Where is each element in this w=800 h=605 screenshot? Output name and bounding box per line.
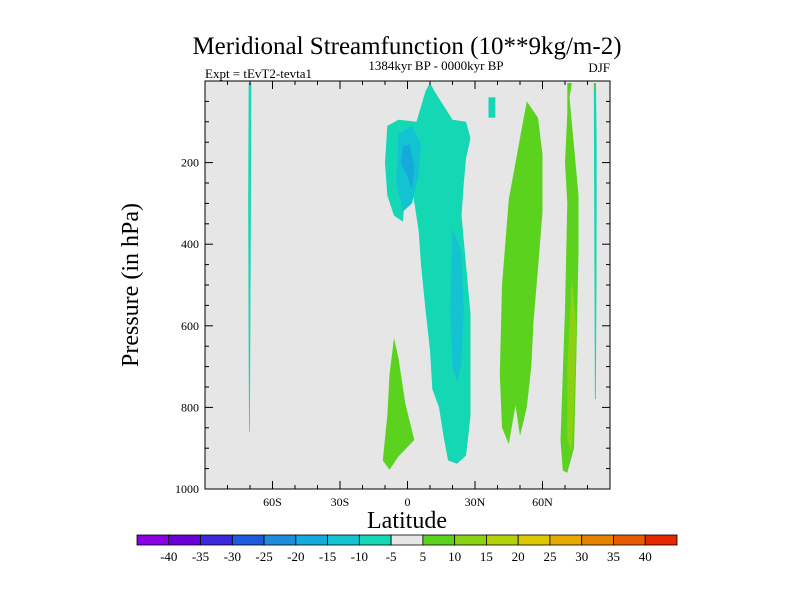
- x-tick-label: 60N: [532, 495, 553, 509]
- colorbar-box: [168, 534, 201, 546]
- colorbar-label: 15: [480, 549, 493, 564]
- y-tick-label: 1000: [175, 482, 199, 496]
- colorbar-box: [200, 534, 233, 546]
- y-tick-label: 400: [181, 237, 199, 251]
- colorbar-box: [517, 534, 551, 546]
- colorbar: [136, 534, 678, 546]
- contour-region-7: [499, 101, 543, 445]
- y-tick-label: 200: [181, 156, 199, 170]
- colorbar-label: -35: [192, 549, 209, 564]
- colorbar-label: -30: [224, 549, 241, 564]
- colorbar-box: [136, 534, 170, 546]
- colorbar-box: [295, 534, 328, 546]
- colorbar-label: 20: [512, 549, 525, 564]
- colorbar-label: -10: [351, 549, 368, 564]
- colorbar-labels: -40 -35 -30 -25 -20 -15 -10 -5 5 10 15 20 25 30 35 40: [160, 549, 652, 564]
- colorbar-box: [486, 534, 519, 546]
- chart-title: Meridional Streamfunction (10**9kg/m-2): [192, 33, 621, 60]
- colorbar-box: [613, 534, 646, 546]
- colorbar-label: 40: [639, 549, 652, 564]
- y-tick-label: 600: [181, 319, 199, 333]
- colorbar-box: [454, 534, 487, 546]
- y-tick-label: 800: [181, 400, 199, 414]
- x-axis-label: Latitude: [367, 508, 447, 534]
- y-tick-labels: 200 400 600 800 1000: [175, 156, 199, 496]
- contour-region-6: [382, 338, 415, 470]
- colorbar-box: [263, 534, 297, 546]
- colorbar-label: 5: [420, 549, 427, 564]
- colorbar-box: [549, 534, 583, 546]
- experiment-label: Expt = tEvT2-tevta1: [205, 66, 312, 81]
- colorbar-box: [231, 534, 265, 546]
- x-tick-label: 30S: [331, 495, 350, 509]
- colorbar-box: [581, 534, 614, 546]
- colorbar-box: [327, 534, 360, 546]
- colorbar-label: -15: [319, 549, 336, 564]
- contour-region-10: [593, 83, 597, 400]
- contour-region-9: [567, 276, 577, 453]
- colorbar-label: 30: [575, 549, 588, 564]
- colorbar-label: 10: [448, 549, 461, 564]
- colorbar-label: -20: [287, 549, 304, 564]
- colorbar-box: [422, 534, 456, 546]
- colorbar-label: 35: [607, 549, 620, 564]
- contour-region-11: [594, 83, 596, 92]
- colorbar-label: -25: [255, 549, 272, 564]
- contour-region-5: [400, 144, 415, 190]
- colorbar-label: -40: [160, 549, 177, 564]
- contour-region-4: [488, 97, 496, 118]
- contour-regions: [248, 83, 597, 473]
- period-label: 1384kyr BP - 0000kyr BP: [368, 58, 503, 73]
- colorbar-label: -5: [386, 549, 397, 564]
- axis-ticks: [205, 81, 610, 490]
- contour-region-0: [248, 83, 252, 432]
- colorbar-box: [644, 534, 678, 546]
- contour-region-3: [450, 227, 464, 383]
- x-tick-label: 60S: [263, 495, 282, 509]
- x-tick-labels: 60S 30S 0 30N 60N: [263, 495, 553, 509]
- plot-area: [204, 80, 611, 490]
- colorbar-label: 25: [543, 549, 556, 564]
- x-tick-label: 30N: [465, 495, 486, 509]
- x-tick-label: 0: [405, 495, 411, 509]
- colorbar-box: [358, 534, 392, 546]
- y-axis-label: Pressure (in hPa): [118, 203, 144, 367]
- colorbar-box: [390, 534, 424, 546]
- plot-frame: [204, 80, 611, 490]
- contour-region-1: [385, 83, 471, 464]
- season-label: DJF: [588, 60, 610, 75]
